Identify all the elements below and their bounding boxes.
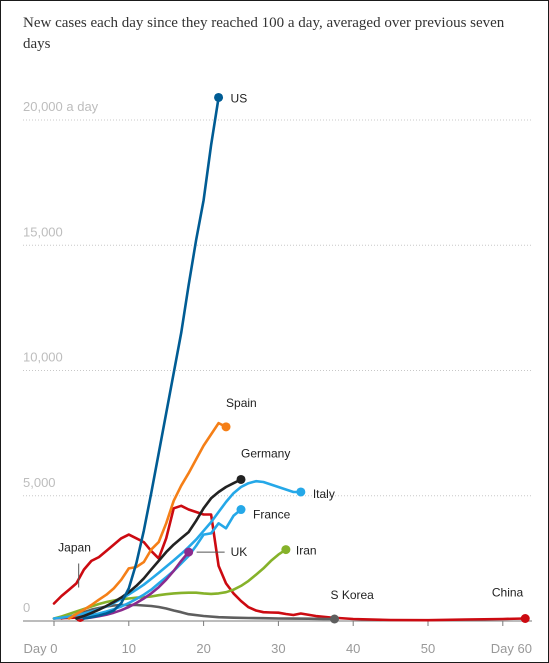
series-line-france xyxy=(75,508,243,620)
x-tick-label: 30 xyxy=(271,641,285,656)
y-tick-label: 5,000 xyxy=(23,475,56,490)
series-label-iran: Iran xyxy=(296,544,317,558)
series-line-china xyxy=(52,504,527,622)
x-tick-label: Day 0 xyxy=(24,641,58,656)
x-axis-labels: Day 0 10 20 30 40 50 Day 60 xyxy=(24,621,532,656)
y-tick-label: 15,000 xyxy=(23,224,63,239)
series-end-point-germany xyxy=(236,474,246,484)
chart-title: New cases each day since they reached 10… xyxy=(23,15,505,52)
x-tick-label: 20 xyxy=(196,641,210,656)
series-label-spain: Spain xyxy=(226,396,257,410)
series-end-point-france xyxy=(236,505,246,515)
series-end-point-iran xyxy=(281,545,291,555)
y-tick-label: 10,000 xyxy=(23,350,63,365)
series-labels: China S Korea Japan Iran Italy France Germany U… xyxy=(58,91,523,602)
series-label-japan: Japan xyxy=(58,540,91,554)
series-line-spain xyxy=(67,421,228,620)
grid-lines xyxy=(23,119,532,622)
x-tick-label: 50 xyxy=(421,641,435,656)
series-end-point-us xyxy=(214,92,224,102)
series-line-s-korea xyxy=(60,603,336,621)
series-end-point-italy xyxy=(296,487,306,497)
series-end-point-china xyxy=(520,613,530,623)
series-end-point-spain xyxy=(221,422,231,432)
series-end-point-uk xyxy=(184,547,194,557)
series-label-uk: UK xyxy=(231,545,248,559)
series-label-s-korea: S Korea xyxy=(331,588,375,602)
x-tick-label: 40 xyxy=(346,641,360,656)
series-end-point-s-korea xyxy=(330,614,339,624)
series-label-germany: Germany xyxy=(241,446,290,460)
x-tick-label: Day 60 xyxy=(491,641,532,656)
series-lines xyxy=(52,92,530,624)
series-line-iran xyxy=(52,548,288,620)
annotations xyxy=(78,551,225,588)
series-label-france: France xyxy=(253,508,291,522)
series-label-china: China xyxy=(492,585,524,599)
y-axis-labels: 0 5,000 10,000 15,000 20,000 a day xyxy=(23,99,99,615)
y-tick-label: 0 xyxy=(23,600,30,615)
series-line-germany xyxy=(75,478,243,620)
series-line-us xyxy=(82,96,220,620)
series-label-us: US xyxy=(231,91,248,105)
series-label-italy: Italy xyxy=(313,487,335,501)
y-tick-label: 20,000 a day xyxy=(23,99,99,114)
x-tick-label: 10 xyxy=(122,641,136,656)
series-line-italy xyxy=(52,479,303,620)
